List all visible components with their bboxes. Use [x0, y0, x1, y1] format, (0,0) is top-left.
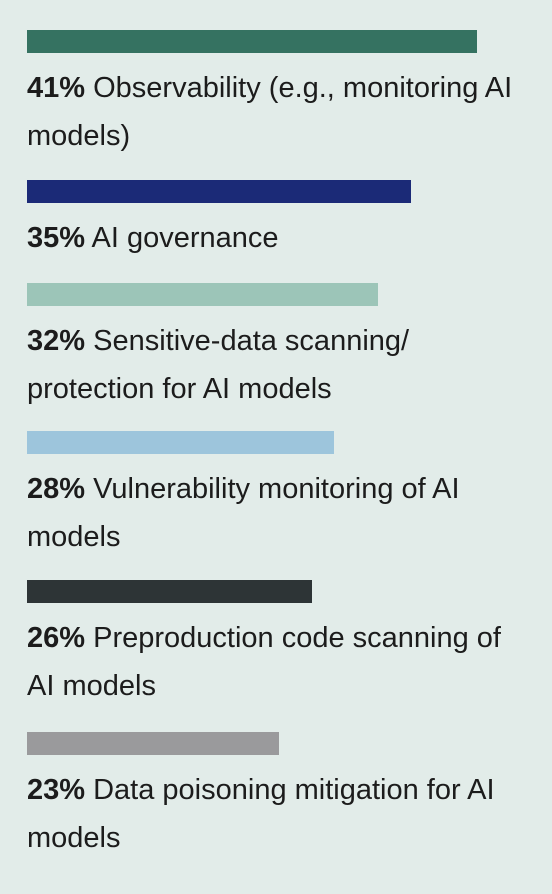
- category-label: Vulnerability monitoring of AI models: [27, 473, 460, 553]
- category-label: Preproduction code scanning of AI models: [27, 622, 501, 702]
- bar-label-data-poisoning: 23% Data poisoning mitigation for AI mod…: [27, 766, 527, 862]
- category-label: Observability (e.g., monitoring AI model…: [27, 72, 513, 152]
- value-label: 41%: [27, 72, 86, 104]
- bar-item-observability: 41% Observability (e.g., monitoring AI m…: [27, 30, 537, 180]
- bar-label-ai-governance: 35% AI governance: [27, 214, 527, 262]
- bar-observability: [27, 30, 477, 53]
- value-label: 28%: [27, 473, 86, 505]
- value-label: 26%: [27, 622, 86, 654]
- category-label: Data poisoning mitigation for AI models: [27, 774, 495, 854]
- bar-label-sensitive-data: 32% Sensitive-data scanning/ protection …: [27, 317, 527, 413]
- bar-data-poisoning: [27, 732, 280, 755]
- bar-label-observability: 41% Observability (e.g., monitoring AI m…: [27, 64, 527, 160]
- bar-item-vulnerability: 28% Vulnerability monitoring of AI model…: [27, 431, 537, 580]
- bar-item-ai-governance: 35% AI governance: [27, 180, 537, 283]
- value-label: 23%: [27, 774, 86, 806]
- bar-chart: 41% Observability (e.g., monitoring AI m…: [27, 30, 537, 862]
- bar-item-preproduction: 26% Preproduction code scanning of AI mo…: [27, 580, 537, 732]
- bar-ai-governance: [27, 180, 412, 203]
- bar-vulnerability: [27, 431, 335, 454]
- value-label: 32%: [27, 325, 86, 357]
- value-label: 35%: [27, 222, 86, 254]
- bar-label-vulnerability: 28% Vulnerability monitoring of AI model…: [27, 465, 527, 561]
- bar-item-data-poisoning: 23% Data poisoning mitigation for AI mod…: [27, 732, 537, 862]
- category-label: Sensitive-data scanning/ protection for …: [27, 325, 410, 405]
- category-label: AI governance: [91, 222, 279, 254]
- bar-preproduction: [27, 580, 313, 603]
- bar-sensitive-data: [27, 283, 379, 306]
- bar-label-preproduction: 26% Preproduction code scanning of AI mo…: [27, 614, 527, 710]
- bar-item-sensitive-data: 32% Sensitive-data scanning/ protection …: [27, 283, 537, 431]
